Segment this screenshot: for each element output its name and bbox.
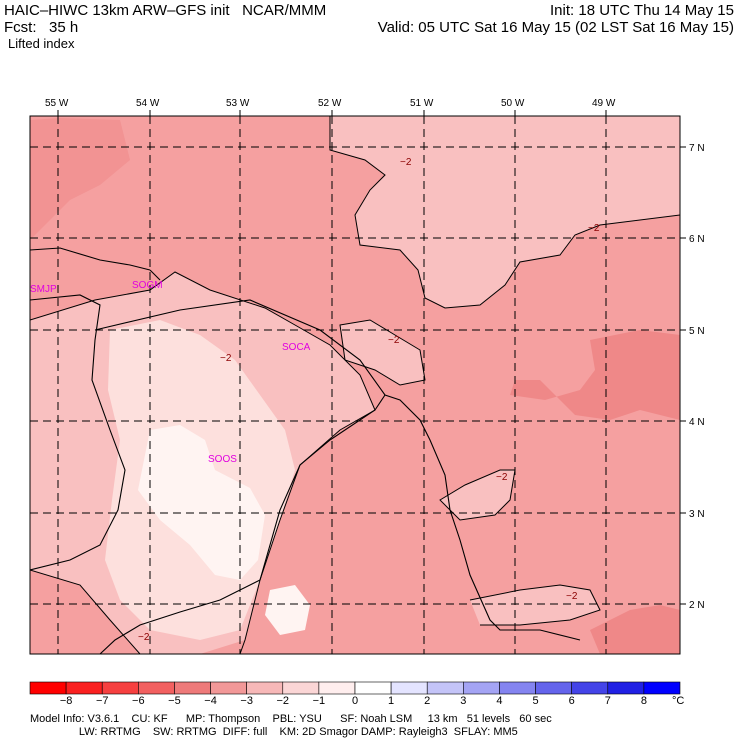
lon-label-51w: 51 W bbox=[410, 98, 434, 109]
shade-level-m4-west bbox=[30, 118, 130, 240]
shade-region-upper bbox=[330, 116, 680, 308]
colorbar-swatch bbox=[571, 681, 609, 695]
map-frame bbox=[29, 115, 681, 655]
colorbar-tick-label: −2 bbox=[277, 695, 290, 707]
model-info-line2: LW: RRTMG SW: RRTMG DIFF: full KM: 2D Sm… bbox=[30, 726, 518, 738]
colorbar-tick-label: 5 bbox=[532, 695, 538, 707]
lat-label-7n: 7 N bbox=[689, 143, 705, 154]
colorbar-swatch bbox=[246, 681, 284, 695]
top-ticks bbox=[57, 110, 686, 605]
contour-line-upper bbox=[329, 116, 680, 309]
colorbar-swatch bbox=[210, 681, 247, 695]
shade-pocket-east bbox=[340, 320, 425, 385]
valid-time: Valid: 05 UTC Sat 16 May 15 (02 LST Sat … bbox=[377, 19, 734, 36]
contour-label: −2 bbox=[220, 353, 232, 364]
colorbar: −8 −7 −6 −5 −4 −3 −2 −1 0 1 2 3 4 5 6 7 8 bbox=[29, 681, 681, 707]
shade-pocket-southeast bbox=[440, 470, 515, 520]
colorbar-tick-label: −7 bbox=[96, 695, 109, 707]
lon-label-55w: 55 W bbox=[45, 98, 69, 109]
lon-label-50w: 50 W bbox=[501, 98, 525, 109]
contour-line-west bbox=[30, 569, 141, 654]
colorbar-tick-label: −4 bbox=[204, 695, 217, 707]
station-smjp: SMJP bbox=[30, 284, 57, 295]
field-name: Lifted index bbox=[8, 36, 75, 51]
contour-label: −2 bbox=[138, 632, 150, 643]
colorbar-tick-label: 7 bbox=[605, 695, 611, 707]
coast-amapa bbox=[329, 394, 386, 441]
colorbar-tick-label: 4 bbox=[496, 695, 502, 707]
model-info-line1: Model Info: V3.6.1 CU: KF MP: Thompson P… bbox=[30, 713, 552, 725]
lon-label-54w: 54 W bbox=[136, 98, 160, 109]
contour-line-south bbox=[469, 584, 601, 626]
colorbar-swatch bbox=[282, 681, 320, 695]
contour-lines bbox=[30, 116, 680, 654]
colorbar-swatch bbox=[174, 681, 211, 695]
colorbar-swatch bbox=[138, 681, 175, 695]
lat-label-6n: 6 N bbox=[689, 234, 705, 245]
shade-region-zero bbox=[138, 425, 265, 580]
contour-label: −2 bbox=[400, 157, 412, 168]
colorbar-tick-label: 3 bbox=[460, 695, 466, 707]
contour-label: −2 bbox=[496, 472, 508, 483]
colorbar-tick-label: −6 bbox=[132, 695, 145, 707]
border-suriname-brazil bbox=[30, 294, 126, 571]
contour-label: −2 bbox=[566, 591, 578, 602]
border-guiana-brazil bbox=[94, 299, 581, 641]
shade-pocket-south bbox=[470, 585, 600, 625]
colorbar-swatch bbox=[390, 681, 428, 695]
colorbar-swatch bbox=[535, 681, 572, 695]
contour-label: −2 bbox=[388, 335, 400, 346]
model-title: HAIC–HIWC 13km ARW–GFS init NCAR/MMM bbox=[4, 2, 327, 19]
colorbar-swatch bbox=[65, 681, 103, 695]
lon-label-53w: 53 W bbox=[226, 98, 250, 109]
colorbar-tick-label: 8 bbox=[641, 695, 647, 707]
colorbar-swatch bbox=[354, 681, 392, 695]
lat-label-5n: 5 N bbox=[689, 326, 705, 337]
lat-label-3n: 3 N bbox=[689, 509, 705, 520]
country-borders bbox=[30, 247, 581, 654]
colorbar-swatch bbox=[101, 681, 139, 695]
station-soca: SOCA bbox=[282, 342, 311, 353]
lat-label-4n: 4 N bbox=[689, 417, 705, 428]
colorbar-tick-label: −1 bbox=[313, 695, 326, 707]
init-time: Init: 18 UTC Thu 14 May 15 bbox=[550, 2, 734, 19]
colorbar-tick-label: −8 bbox=[60, 695, 73, 707]
forecast-hour: Fcst: 35 h bbox=[4, 19, 79, 36]
shade-region-zero-south bbox=[265, 585, 310, 635]
contour-line-pocket bbox=[339, 319, 426, 386]
colorbar-swatch bbox=[607, 681, 645, 695]
border-amapa bbox=[99, 439, 331, 654]
colorbar-tick-label: −3 bbox=[240, 695, 253, 707]
colorbar-swatch bbox=[463, 681, 500, 695]
station-sogm: SOGM bbox=[132, 280, 163, 291]
colorbar-swatch bbox=[318, 681, 356, 695]
lon-label-49w: 49 W bbox=[592, 98, 616, 109]
colorbar-tick-label: 1 bbox=[388, 695, 394, 707]
lon-label-52w: 52 W bbox=[318, 98, 342, 109]
lat-label-2n: 2 N bbox=[689, 600, 705, 611]
contour-line-pocket-south bbox=[439, 469, 516, 521]
colorbar-unit: °C bbox=[672, 695, 684, 707]
colorbar-tick-label: 6 bbox=[569, 695, 575, 707]
shade-level-m4-east bbox=[510, 330, 680, 420]
colorbar-swatch bbox=[29, 681, 67, 695]
colorbar-swatch bbox=[499, 681, 536, 695]
shade-level-m4-southeast bbox=[590, 605, 680, 654]
border-guyana-suriname bbox=[30, 247, 151, 271]
contour-label: −2 bbox=[588, 223, 600, 234]
border-suriname-guiana bbox=[149, 269, 161, 281]
colorbar-tick-label: 0 bbox=[352, 695, 358, 707]
colorbar-swatch bbox=[426, 681, 464, 695]
colorbar-swatch bbox=[643, 681, 681, 695]
station-soos: SOOS bbox=[208, 454, 237, 465]
graticule bbox=[30, 116, 680, 654]
colorbar-tick-label: 2 bbox=[424, 695, 430, 707]
lifted-index-field bbox=[30, 116, 680, 654]
colorbar-tick-label: −5 bbox=[168, 695, 181, 707]
